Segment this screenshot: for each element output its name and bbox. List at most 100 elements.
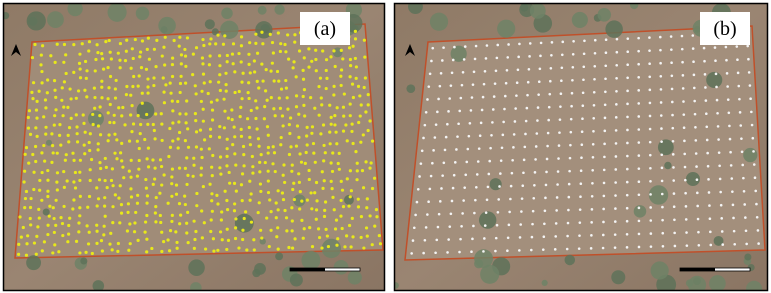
detected-point xyxy=(335,244,338,247)
grid-point xyxy=(581,117,584,120)
detected-point xyxy=(200,148,203,151)
detected-point xyxy=(67,224,70,227)
detected-point xyxy=(53,217,56,220)
detected-point xyxy=(287,246,290,249)
detected-point xyxy=(331,196,334,199)
detected-point xyxy=(128,170,131,173)
detected-point xyxy=(171,57,174,60)
detected-point xyxy=(163,173,166,176)
detected-point xyxy=(78,251,81,254)
detected-point xyxy=(144,220,147,223)
grid-point xyxy=(660,140,663,143)
grid-point xyxy=(714,59,717,62)
detected-point xyxy=(257,145,260,148)
grid-point xyxy=(695,152,698,155)
detected-point xyxy=(218,136,221,139)
detected-point xyxy=(141,92,144,95)
detected-point xyxy=(367,129,370,132)
grid-point xyxy=(638,193,641,196)
detected-point xyxy=(315,199,318,202)
grid-point xyxy=(536,132,539,135)
detected-point xyxy=(254,117,257,120)
detected-point xyxy=(125,85,128,88)
detected-point xyxy=(97,197,100,200)
detected-point xyxy=(180,62,183,65)
detected-point xyxy=(46,179,49,182)
detected-point xyxy=(215,194,218,197)
detected-point xyxy=(154,205,157,208)
detected-point xyxy=(89,168,92,171)
detected-point xyxy=(130,104,133,107)
grid-point xyxy=(414,214,417,217)
detected-point xyxy=(136,140,139,143)
grid-point xyxy=(526,94,529,97)
grid-point xyxy=(682,87,685,90)
detected-point xyxy=(357,121,360,124)
grid-point xyxy=(444,149,447,152)
detected-point xyxy=(274,170,277,173)
grid-point xyxy=(579,195,582,198)
detected-point xyxy=(352,142,355,145)
grid-point xyxy=(741,151,744,154)
grid-point xyxy=(737,72,740,75)
detected-point xyxy=(277,31,280,34)
detected-point xyxy=(132,57,135,60)
vegetation xyxy=(634,205,647,218)
grid-point xyxy=(426,98,429,101)
detected-point xyxy=(357,198,360,201)
detected-point xyxy=(334,65,337,68)
grid-point xyxy=(637,128,640,131)
grid-point xyxy=(740,137,743,140)
grid-point xyxy=(485,211,488,214)
detected-point xyxy=(261,42,264,45)
detected-point xyxy=(113,114,116,117)
detected-point xyxy=(333,114,336,117)
grid-point xyxy=(731,190,734,193)
detected-point xyxy=(277,189,280,192)
detected-point xyxy=(143,230,146,233)
detected-point xyxy=(84,251,87,254)
detected-point xyxy=(290,206,293,209)
detected-point xyxy=(155,39,158,42)
grid-point xyxy=(487,186,490,189)
detected-point xyxy=(134,211,137,214)
detected-point xyxy=(180,53,183,56)
detected-point xyxy=(171,139,174,142)
detected-point xyxy=(339,215,342,218)
detected-point xyxy=(239,106,242,109)
grid-point xyxy=(518,249,521,252)
detected-point xyxy=(178,202,181,205)
detected-point xyxy=(161,139,164,142)
detected-point xyxy=(200,209,203,212)
detected-point xyxy=(113,152,116,155)
detected-point xyxy=(307,169,310,172)
detected-point xyxy=(329,55,332,58)
detected-point xyxy=(310,132,313,135)
grid-point xyxy=(708,204,711,207)
vegetation xyxy=(205,19,215,29)
grid-point xyxy=(638,246,641,249)
grid-point xyxy=(659,36,662,39)
detected-point xyxy=(202,44,205,47)
grid-point xyxy=(537,106,540,109)
grid-point xyxy=(507,236,510,239)
detected-point xyxy=(233,209,236,212)
detected-point xyxy=(160,165,163,168)
grid-point xyxy=(558,131,561,134)
detected-point xyxy=(315,69,318,72)
detected-point xyxy=(71,207,74,210)
grid-point xyxy=(572,40,575,43)
vegetation xyxy=(322,239,341,258)
detected-point xyxy=(269,229,272,232)
grid-point xyxy=(705,126,708,129)
detected-point xyxy=(331,151,334,154)
detected-point xyxy=(331,187,334,190)
vegetation xyxy=(406,84,415,93)
detected-point xyxy=(65,153,68,156)
grid-point xyxy=(719,191,722,194)
detected-point xyxy=(209,80,212,83)
grid-point xyxy=(556,196,559,199)
detected-point xyxy=(362,133,365,136)
grid-point xyxy=(560,79,563,82)
detected-point xyxy=(259,190,262,193)
